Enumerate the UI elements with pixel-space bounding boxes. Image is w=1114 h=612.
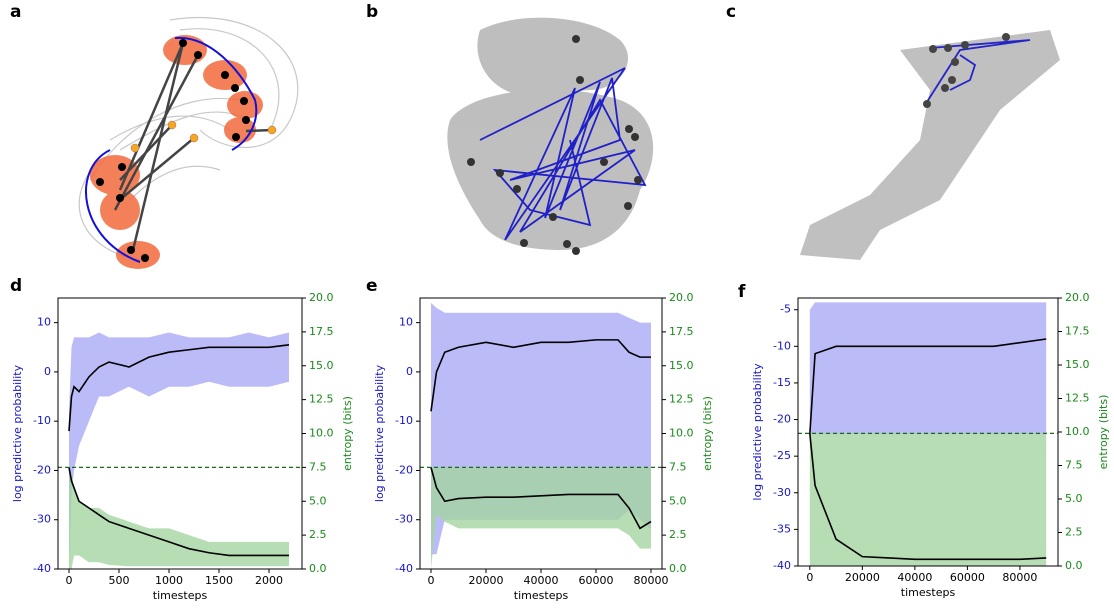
- y2-tick-label: 2.5: [1065, 526, 1083, 539]
- y-tick-label: -20: [773, 413, 791, 426]
- band: [809, 302, 1047, 435]
- x-tick-label: 0: [66, 574, 73, 587]
- band: [809, 433, 1047, 566]
- y2-tick-label: 5.0: [1065, 492, 1083, 505]
- x-tick-label: 60000: [579, 574, 614, 587]
- line: [430, 339, 651, 412]
- y2-tick-label: 12.5: [669, 393, 694, 406]
- y-axis-label: log predictive probability: [751, 363, 764, 501]
- y2-tick-label: 12.5: [309, 393, 334, 406]
- x-tick-label: 20000: [845, 571, 880, 584]
- plot: [58, 332, 302, 569]
- line: [430, 467, 652, 530]
- x-tick-label: 1500: [205, 574, 233, 587]
- y-tick-label: -15: [773, 376, 791, 389]
- band: [431, 467, 651, 569]
- x-tick-label: 80000: [1002, 571, 1037, 584]
- panel-label: d: [10, 276, 22, 296]
- y-tick-label: -25: [773, 449, 791, 462]
- y2-axis-label: entropy (bits): [701, 396, 714, 471]
- x-tick-label: 80000: [634, 574, 669, 587]
- y2-tick-label: 0.0: [669, 562, 687, 575]
- x-axis-label: timesteps: [153, 589, 208, 602]
- plot: [420, 302, 662, 569]
- line: [68, 467, 289, 557]
- panel-c-illustration: [800, 30, 1060, 260]
- y-tick-label: 10: [399, 316, 413, 329]
- y-tick-label: -5: [780, 303, 791, 316]
- y-tick-label: -35: [773, 522, 791, 535]
- panel-label: c: [726, 2, 736, 22]
- y2-tick-label: 15.0: [309, 359, 334, 372]
- x-axis-label: timesteps: [514, 589, 569, 602]
- y2-tick-label: 2.5: [309, 528, 327, 541]
- y2-tick-label: 20.0: [309, 291, 334, 304]
- y2-tick-label: 7.5: [1065, 459, 1083, 472]
- y2-tick-label: 17.5: [1065, 325, 1090, 338]
- y2-tick-label: 15.0: [1065, 358, 1090, 371]
- y-tick-label: -40: [395, 562, 413, 575]
- y2-tick-label: 20.0: [669, 291, 694, 304]
- y-axis-label: log predictive probability: [11, 364, 24, 502]
- x-axis-label: timesteps: [901, 586, 956, 599]
- x-tick-label: 60000: [950, 571, 985, 584]
- y-tick-label: -40: [773, 559, 791, 572]
- y2-tick-label: 0.0: [1065, 559, 1083, 572]
- y-tick-label: -30: [33, 513, 51, 526]
- panel-label: a: [10, 2, 21, 22]
- y2-tick-label: 5.0: [669, 494, 687, 507]
- y2-tick-label: 15.0: [669, 359, 694, 372]
- y2-axis-label: entropy (bits): [341, 396, 354, 471]
- y2-tick-label: 10.0: [309, 427, 334, 440]
- y-tick-label: -10: [395, 414, 413, 427]
- x-tick-label: 20000: [469, 574, 504, 587]
- line: [68, 344, 290, 432]
- line: [809, 338, 1047, 435]
- y2-tick-label: 10.0: [1065, 425, 1090, 438]
- y-tick-label: 0: [44, 365, 51, 378]
- x-tick-label: 40000: [897, 571, 932, 584]
- x-tick-label: 0: [806, 571, 813, 584]
- y-tick-label: -40: [33, 562, 51, 575]
- y-tick-label: -20: [395, 463, 413, 476]
- y-tick-label: -20: [33, 463, 51, 476]
- panel-label: e: [366, 276, 378, 296]
- y2-tick-label: 17.5: [669, 325, 694, 338]
- line: [809, 433, 1047, 561]
- y2-tick-label: 7.5: [309, 460, 327, 473]
- x-tick-label: 1000: [155, 574, 183, 587]
- y2-tick-label: 5.0: [309, 494, 327, 507]
- y-axis-label: log predictive probability: [373, 364, 386, 502]
- y-tick-label: -10: [773, 339, 791, 352]
- y2-tick-label: 0.0: [309, 562, 327, 575]
- y2-axis-label: entropy (bits): [1097, 395, 1110, 470]
- band: [69, 467, 289, 569]
- panel-label: b: [366, 2, 378, 22]
- x-tick-label: 0: [428, 574, 435, 587]
- y-tick-label: -10: [33, 414, 51, 427]
- y2-tick-label: 2.5: [669, 528, 687, 541]
- y2-tick-label: 20.0: [1065, 291, 1090, 304]
- y2-tick-label: 10.0: [669, 427, 694, 440]
- y2-tick-label: 17.5: [309, 325, 334, 338]
- y-tick-label: -30: [395, 513, 413, 526]
- y-tick-label: -30: [773, 486, 791, 499]
- plot: [798, 302, 1058, 566]
- x-tick-label: 40000: [524, 574, 559, 587]
- y-tick-label: 10: [37, 316, 51, 329]
- panel-label: f: [738, 282, 746, 302]
- y2-tick-label: 7.5: [669, 460, 687, 473]
- panel-b-illustration: [447, 17, 654, 255]
- band: [69, 332, 289, 569]
- x-tick-label: 500: [109, 574, 130, 587]
- y2-tick-label: 12.5: [1065, 392, 1090, 405]
- x-tick-label: 2000: [255, 574, 283, 587]
- panel-a-illustration: [78, 16, 299, 269]
- y-tick-label: 0: [406, 365, 413, 378]
